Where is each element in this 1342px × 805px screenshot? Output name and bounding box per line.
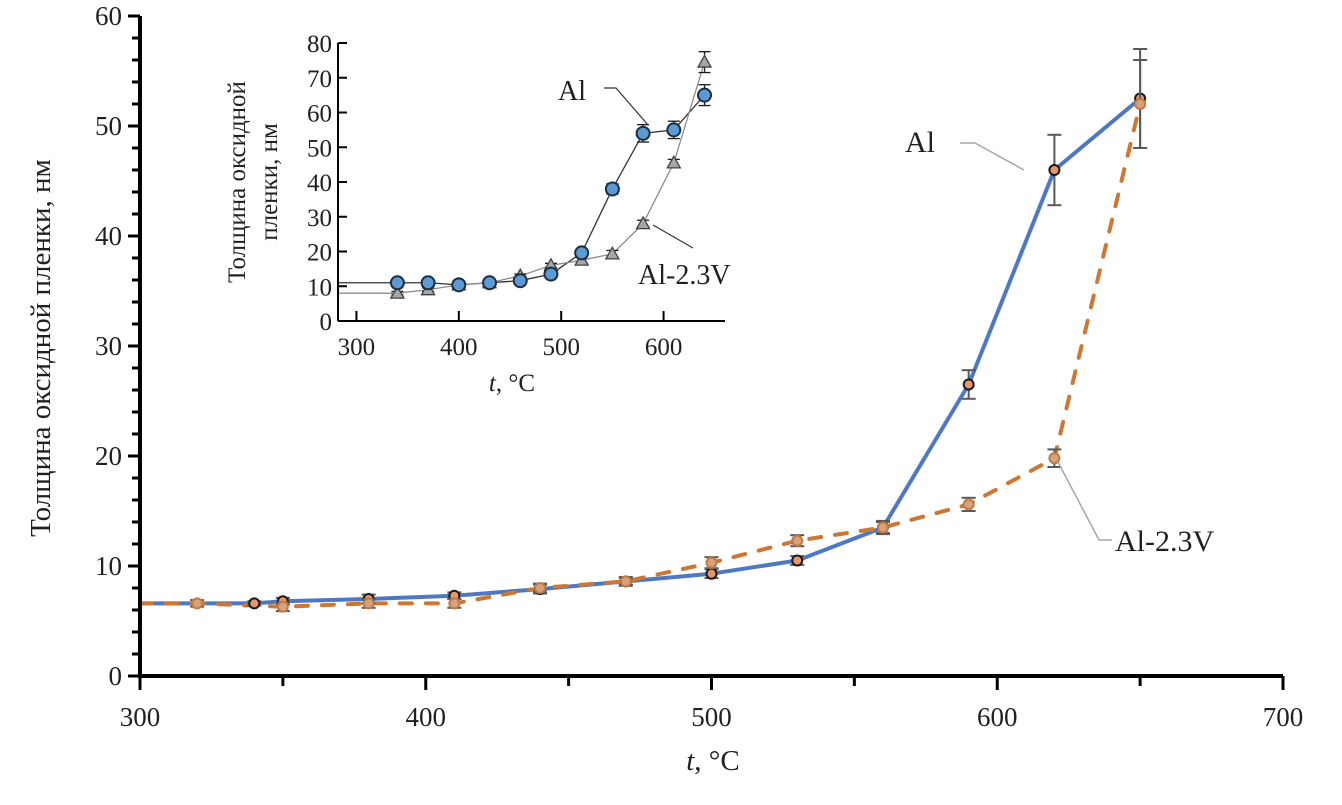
inset-x-axis-title: t, °C	[489, 370, 535, 397]
inset-series-group	[338, 51, 713, 299]
main-x-axis-title-unit: , °C	[694, 745, 739, 777]
main-x-axis-title: t, °C	[686, 745, 740, 777]
inset-data-point-al	[451, 277, 467, 293]
inset-data-point-al-2-3v	[604, 246, 620, 260]
inset-x-tick-label: 400	[440, 334, 478, 361]
inset-series-line-al-2-3v	[338, 61, 706, 294]
main-data-point-al-2-3v	[534, 582, 547, 594]
inset-y-tick-label: 50	[307, 135, 332, 162]
inset-x-tick-label: 600	[645, 334, 683, 361]
inset-data-point-al	[635, 125, 651, 141]
inset-y-tick-label: 0	[320, 309, 333, 336]
main-data-point-al-2-3v	[705, 556, 718, 569]
main-y-tick-label: 60	[95, 1, 122, 31]
inset-chart: 0 10 20 30 40 50 60 70 80 300 400 500 600 Толщина ок…	[224, 30, 731, 397]
inset-y-tick-label: 60	[307, 101, 332, 128]
inset-y-axis-title-line1: Толщина оксидной	[224, 81, 251, 283]
main-x-axis-title-var: t	[686, 745, 695, 777]
inset-al-label-leader	[604, 87, 649, 126]
main-data-point-al	[962, 378, 975, 391]
main-data-point-al-2-3v	[1048, 452, 1061, 465]
inset-x-axis-title-unit: , °C	[496, 370, 535, 397]
main-data-point-al	[791, 554, 804, 567]
main-y-axis-title: Толщина оксидной пленки, нм	[25, 159, 57, 537]
main-y-tick-label: 10	[95, 551, 122, 581]
inset-data-point-al-2-3v	[666, 154, 682, 169]
main-y-tick-label: 30	[95, 331, 122, 361]
main-data-point-al	[705, 567, 718, 580]
main-data-point-al-2-3v	[876, 521, 889, 534]
main-data-point-al-2-3v	[191, 597, 204, 610]
main-data-point-al-2-3v	[362, 597, 375, 610]
inset-series-label-al: Al	[558, 76, 586, 107]
inset-data-point-al	[604, 181, 620, 197]
inset-y-tick-label: 80	[307, 31, 332, 58]
main-series-group	[138, 48, 1148, 613]
main-y-tick-label: 40	[95, 221, 122, 251]
main-x-tick-label: 500	[691, 702, 732, 732]
main-x-tick-label: 400	[406, 702, 447, 732]
inset-data-point-al	[574, 245, 590, 261]
inset-y-tick-label: 20	[307, 240, 332, 267]
main-data-point-al	[248, 597, 261, 610]
inset-axes: 0 10 20 30 40 50 60 70 80 300 400 500 600	[307, 31, 725, 361]
inset-y-tick-label: 10	[307, 274, 332, 301]
main-al-label-leader-diag	[974, 142, 1025, 171]
inset-data-point-al-2-3v	[696, 54, 713, 68]
inset-series-label-al23v: Al-2.3V	[638, 260, 731, 291]
inset-y-axis-title-line2: пленки, нм	[256, 123, 283, 241]
main-data-point-al-2-3v	[448, 597, 461, 610]
main-data-point-al-2-3v	[619, 575, 632, 588]
inset-x-tick-label: 500	[542, 334, 580, 361]
main-data-point-al-2-3v	[1134, 98, 1147, 110]
inset-data-point-al	[482, 275, 498, 291]
main-data-point-al	[1048, 164, 1061, 176]
inset-data-point-al	[697, 87, 713, 103]
main-data-point-al-2-3v	[962, 498, 975, 511]
main-x-tick-label: 600	[977, 702, 1018, 732]
main-x-tick-label: 700	[1263, 702, 1304, 732]
inset-data-point-al	[389, 275, 405, 291]
inset-data-point-al	[420, 275, 436, 291]
main-series-label-al: Al	[905, 126, 935, 159]
inset-data-point-al	[512, 273, 528, 289]
main-data-point-al-2-3v	[791, 534, 804, 547]
main-y-tick-label: 50	[95, 111, 122, 141]
inset-data-point-al	[543, 266, 559, 282]
inset-data-point-al	[666, 122, 682, 138]
inset-al23v-label-leader	[652, 224, 694, 249]
main-data-point-al-2-3v	[276, 600, 289, 613]
inset-x-tick-label: 300	[338, 334, 376, 361]
inset-data-point-al-2-3v	[389, 285, 405, 299]
inset-data-point-al-2-3v	[635, 215, 651, 230]
main-series-label-al23v: Al-2.3V	[1115, 525, 1214, 558]
inset-y-tick-label: 30	[307, 205, 332, 232]
main-y-tick-label: 0	[109, 661, 123, 691]
main-x-tick-label: 300	[120, 702, 161, 732]
inset-x-axis-title-var: t	[489, 370, 497, 397]
inset-y-tick-label: 40	[307, 170, 332, 197]
main-al23v-label-leader	[1057, 461, 1112, 541]
main-y-tick-label: 20	[95, 441, 122, 471]
inset-y-tick-label: 70	[307, 66, 332, 93]
